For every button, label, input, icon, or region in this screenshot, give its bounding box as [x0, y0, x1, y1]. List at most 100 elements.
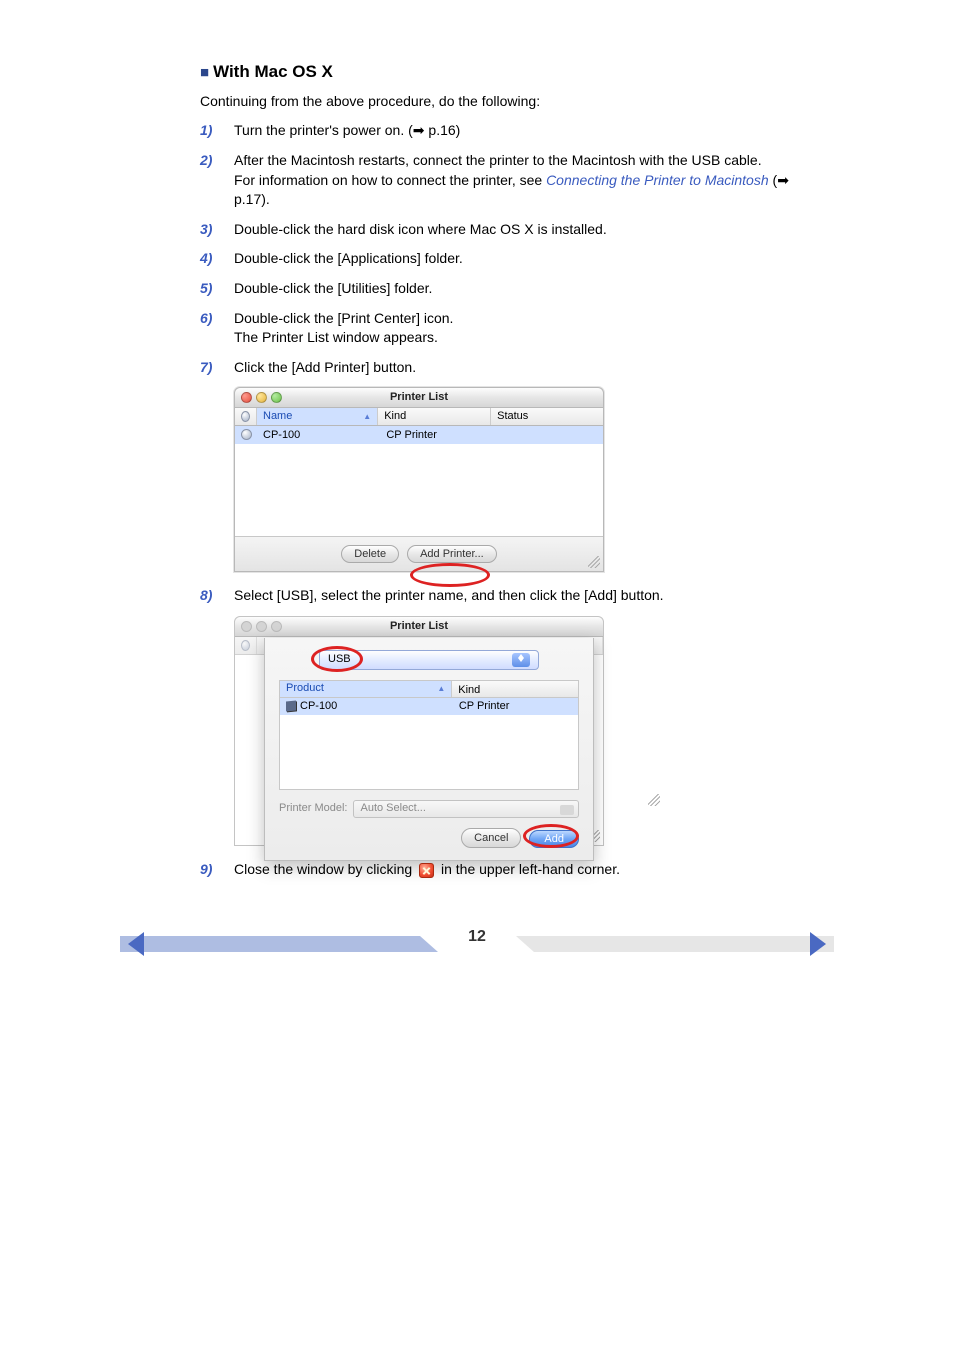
connecting-printer-link[interactable]: Connecting the Printer to Macintosh	[546, 172, 769, 188]
sort-indicator-icon: ▲	[363, 411, 371, 422]
radio-icon	[241, 429, 252, 440]
step-1-body: Turn the printer's power on. (➡ p.16)	[234, 121, 799, 141]
titlebar-1: Printer List	[235, 388, 603, 408]
step-5-body: Double-click the [Utilities] folder.	[234, 279, 799, 299]
step-9-text-a: Close the window by clicking	[234, 861, 416, 877]
product-row-cp100[interactable]: CP-100 CP Printer	[280, 698, 578, 715]
step-6-text1: Double-click the [Print Center] icon.	[234, 309, 799, 329]
step-2-line1: After the Macintosh restarts, connect th…	[234, 151, 799, 171]
printer-model-select[interactable]: Auto Select...	[353, 800, 579, 818]
step-1-text-a: Turn the printer's power on. (	[234, 122, 413, 138]
step-4-body: Double-click the [Applications] folder.	[234, 249, 799, 269]
printer-list-window-1: Printer List Name ▲ Kind Status CP-100 CP…	[234, 387, 604, 572]
step-5-num: 5)	[200, 279, 234, 299]
step-7: 7) Click the [Add Printer] button.	[200, 358, 799, 378]
col-kind-2[interactable]: Kind	[452, 681, 578, 697]
col-radio	[235, 408, 257, 425]
section-marker: ■	[200, 64, 209, 81]
row-name: CP-100	[257, 428, 380, 443]
section-heading: ■With Mac OS X	[200, 60, 799, 84]
step-8-body: Select [USB], select the printer name, a…	[234, 586, 799, 606]
radio-icon	[241, 411, 250, 422]
step-8: 8) Select [USB], select the printer name…	[200, 586, 799, 606]
printer-icon	[286, 701, 296, 712]
column-header-row-1: Name ▲ Kind Status	[235, 408, 603, 426]
row-radio[interactable]	[235, 428, 257, 443]
step-2-num: 2)	[200, 151, 234, 171]
product-list-header: Product ▲ Kind	[280, 681, 578, 698]
delete-button[interactable]: Delete	[341, 545, 399, 563]
arrow-icon: ➡	[413, 122, 425, 138]
printer-list-screenshot-1: Printer List Name ▲ Kind Status CP-100 CP…	[234, 387, 799, 572]
row-kind: CP Printer	[380, 428, 494, 443]
step-6-text2: The Printer List window appears.	[234, 328, 799, 348]
step-3-body: Double-click the hard disk icon where Ma…	[234, 220, 799, 240]
radio-icon	[241, 640, 250, 651]
sort-indicator-icon: ▲	[437, 683, 445, 694]
product-name: CP-100	[300, 699, 337, 714]
printer-model-label: Printer Model:	[279, 801, 347, 816]
intro-text: Continuing from the above procedure, do …	[200, 92, 799, 112]
step-8-num: 8)	[200, 586, 234, 606]
step-2-line2: For information on how to connect the pr…	[234, 171, 799, 210]
step-4-num: 4)	[200, 249, 234, 269]
printer-list-screenshot-2: Printer List USB Product▲ Kind	[234, 616, 799, 846]
select-toggle-icon	[512, 653, 530, 667]
product-kind: CP Printer	[453, 699, 578, 714]
resize-grip-icon[interactable]	[588, 556, 600, 568]
col-product-label: Product	[286, 681, 324, 696]
step-6: 6) Double-click the [Print Center] icon.…	[200, 309, 799, 348]
product-name-cell: CP-100	[280, 699, 453, 714]
step-3-num: 3)	[200, 220, 234, 240]
close-window-icon	[419, 863, 434, 878]
step-2-line2c: p.17).	[234, 191, 270, 207]
step-9-text-b: in the upper left-hand corner.	[437, 861, 620, 877]
step-6-num: 6)	[200, 309, 234, 329]
prev-page-button[interactable]	[128, 932, 144, 956]
col-status[interactable]: Status	[491, 408, 603, 425]
highlight-circle-add-printer	[410, 563, 490, 587]
printer-model-row: Printer Model: Auto Select...	[279, 800, 579, 818]
steps-list: 1) Turn the printer's power on. (➡ p.16)…	[200, 121, 799, 377]
step-7-body: Click the [Add Printer] button.	[234, 358, 799, 378]
resize-grip-icon[interactable]	[648, 794, 660, 806]
step-1: 1) Turn the printer's power on. (➡ p.16)	[200, 121, 799, 141]
highlight-circle-add	[523, 824, 579, 848]
col-name-label: Name	[263, 409, 292, 424]
step-2-line2b: (	[769, 172, 778, 188]
step-9-num: 9)	[200, 860, 234, 880]
step-1-text-b: p.16)	[425, 122, 461, 138]
next-page-button[interactable]	[810, 932, 826, 956]
window-title-2: Printer List	[235, 619, 603, 634]
step-4: 4) Double-click the [Applications] folde…	[200, 249, 799, 269]
product-list: Product ▲ Kind CP-100 CP Printer	[279, 680, 579, 790]
col-kind[interactable]: Kind	[378, 408, 491, 425]
arrow-icon: ➡	[777, 172, 789, 188]
section-title-text: With Mac OS X	[213, 62, 333, 81]
step-3: 3) Double-click the hard disk icon where…	[200, 220, 799, 240]
step-9: 9) Close the window by clicking in the u…	[200, 860, 799, 880]
highlight-circle-usb	[311, 646, 363, 672]
printer-model-value: Auto Select...	[360, 801, 425, 816]
step-9-body: Close the window by clicking in the uppe…	[234, 860, 799, 880]
step-2-line2a: For information on how to connect the pr…	[234, 172, 546, 188]
step-6-body: Double-click the [Print Center] icon. Th…	[234, 309, 799, 348]
add-printer-button[interactable]: Add Printer...	[407, 545, 497, 563]
window-title-1: Printer List	[235, 390, 603, 405]
sheet-buttons: Cancel Add	[279, 828, 579, 848]
printer-rows-1: CP-100 CP Printer	[235, 426, 603, 536]
steps-list-end: 9) Close the window by clicking in the u…	[200, 860, 799, 880]
col-product[interactable]: Product ▲	[280, 681, 452, 697]
step-5: 5) Double-click the [Utilities] folder.	[200, 279, 799, 299]
add-printer-sheet: USB Product▲ Kind CP-100 CP Printer Prin…	[264, 638, 594, 861]
cancel-button[interactable]: Cancel	[461, 828, 521, 848]
page-footer: 12	[0, 920, 954, 966]
steps-list-cont: 8) Select [USB], select the printer name…	[200, 586, 799, 606]
col-name[interactable]: Name ▲	[257, 408, 378, 425]
step-2-body: After the Macintosh restarts, connect th…	[234, 151, 799, 210]
printer-row-cp100[interactable]: CP-100 CP Printer	[235, 426, 603, 444]
step-2: 2) After the Macintosh restarts, connect…	[200, 151, 799, 210]
titlebar-2: Printer List	[235, 617, 603, 637]
step-7-num: 7)	[200, 358, 234, 378]
step-1-num: 1)	[200, 121, 234, 141]
